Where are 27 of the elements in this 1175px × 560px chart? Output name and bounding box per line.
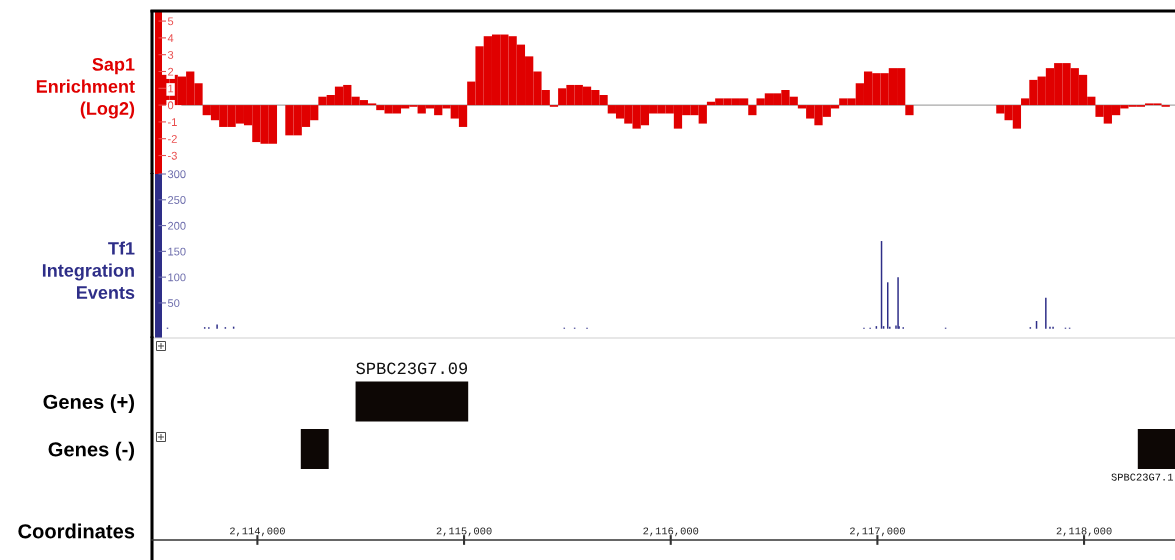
x-tick-label: 2,115,000: [436, 527, 492, 537]
x-tick-label: 2,118,000: [1056, 527, 1112, 537]
y-tick-label: 1: [168, 84, 174, 93]
y-tick-label: 250: [168, 196, 186, 204]
y-tick-label: 300: [167, 170, 186, 179]
y-tick-label: Genes (-): [48, 441, 135, 461]
y-tick-label: 4: [167, 34, 174, 42]
x-tick-label: 2,117,000: [850, 527, 905, 537]
x-axis-title: Coordinates: [18, 523, 135, 539]
y-tick-label: 200: [168, 221, 186, 230]
y-tick-label: 150: [168, 247, 186, 256]
y-tick-label: 0: [167, 101, 174, 110]
annotation: SPBC23G7.1: [1111, 473, 1173, 481]
y-tick-label: 3: [167, 50, 174, 59]
y-tick-label: -2: [167, 134, 177, 143]
x-tick-label: 2,114,000: [230, 527, 285, 537]
y-tick-label: -1: [167, 118, 177, 126]
y-axis-title: Tf1 Integration Events: [42, 241, 135, 299]
y-tick-label: 50: [167, 299, 180, 308]
y-tick-label: -3: [167, 151, 177, 160]
x-tick-label: 2,116,000: [643, 527, 699, 537]
annotation: SPBC23G7.09: [356, 362, 468, 375]
y-tick-label: 2: [168, 67, 174, 76]
y-axis-title: Sap1 Enrichment (Log2): [36, 57, 135, 119]
y-tick-label: Genes (+): [43, 394, 134, 413]
y-tick-label: 100: [168, 273, 186, 282]
y-tick-label: 5: [167, 17, 174, 26]
